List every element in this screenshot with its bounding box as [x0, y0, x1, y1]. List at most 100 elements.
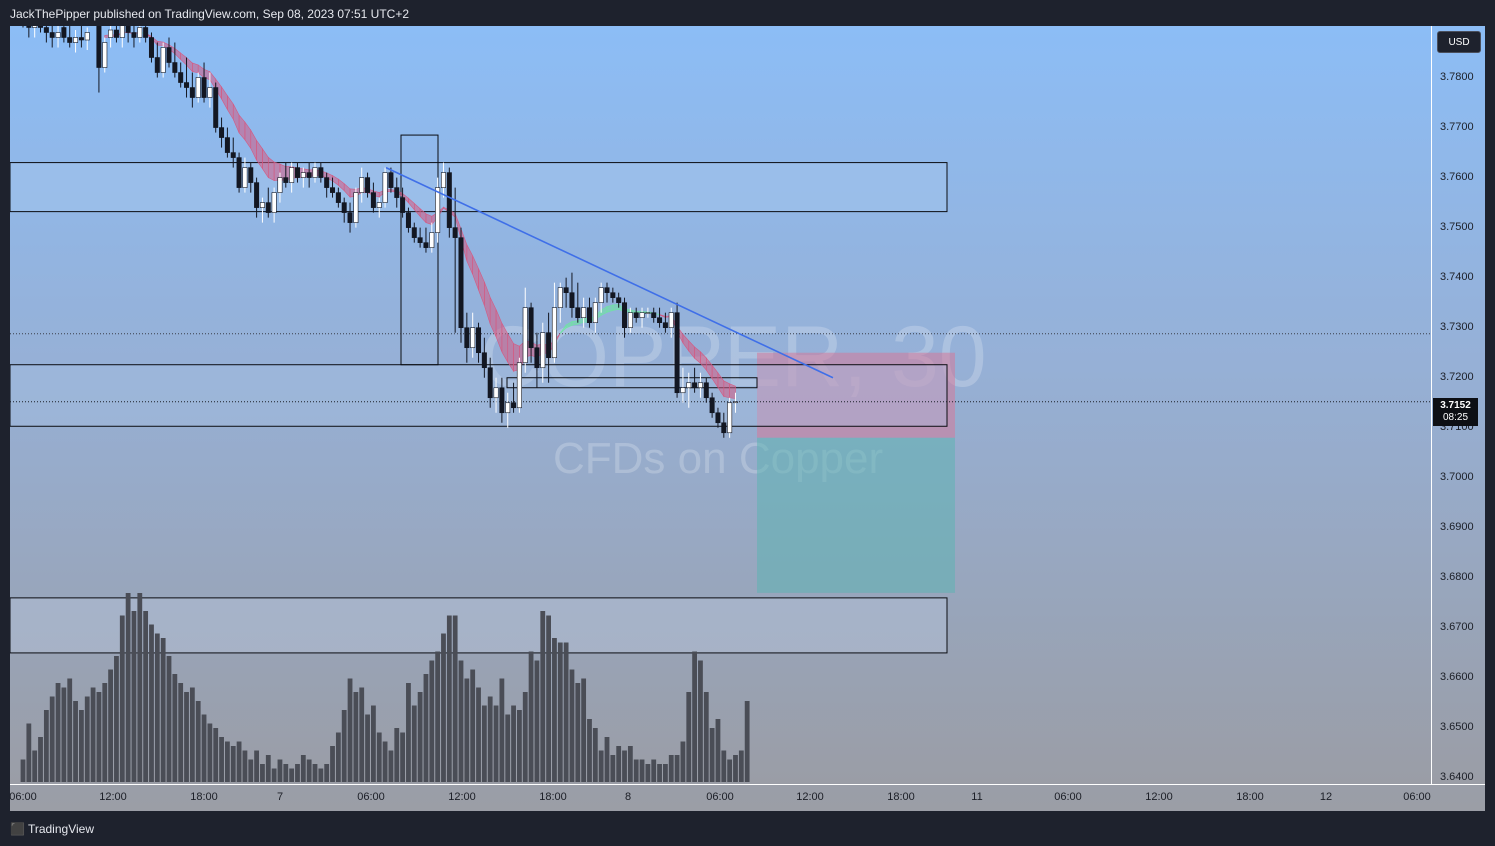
tradingview-logo[interactable]: ⬛ TradingView [10, 822, 94, 836]
volume-bar [487, 696, 493, 782]
volume-bar [131, 611, 137, 782]
candle-body [335, 192, 341, 203]
candle-body [43, 27, 49, 33]
ma-ribbon-segment [682, 333, 690, 352]
time-tick-label: 8 [624, 791, 632, 803]
volume-bar [651, 759, 657, 782]
candle-body [452, 227, 458, 238]
candle-body [516, 362, 522, 409]
candle-body [143, 27, 149, 38]
candle-body [674, 312, 680, 394]
volume-bar [154, 633, 160, 782]
impulse-highlight-box [400, 134, 439, 366]
candle-body [84, 32, 90, 41]
ma-ribbon-segment [232, 103, 240, 134]
candle-body [119, 26, 125, 38]
ma-ribbon-segment [489, 297, 497, 337]
volume-bar [569, 669, 575, 782]
volume-bar [417, 692, 423, 782]
candle-body [382, 172, 388, 203]
volume-bar [645, 764, 651, 782]
candle-body [312, 167, 318, 178]
time-tick-label: 11 [971, 791, 983, 803]
volume-bar [464, 678, 470, 782]
volume-bar [236, 741, 242, 782]
candle-body [405, 212, 411, 228]
price-chart[interactable] [10, 26, 1431, 784]
price-tick-label: 3.6500 [1440, 720, 1474, 733]
candle-body [423, 242, 429, 248]
candle-body [592, 302, 598, 323]
candle-body [575, 307, 581, 318]
candle-body [604, 287, 610, 293]
candle-body [697, 382, 703, 389]
time-tick-label: 06:00 [1403, 791, 1431, 803]
volume-bar [143, 611, 149, 782]
volume-bar [178, 683, 184, 782]
candle-body [148, 37, 154, 58]
volume-bar [517, 710, 522, 782]
candle-body [727, 402, 733, 434]
volume-bar [265, 755, 271, 782]
descending-trendline [385, 166, 834, 379]
price-tick-label: 3.7400 [1440, 270, 1474, 283]
volume-bar [114, 656, 119, 782]
volume-bar [119, 615, 125, 782]
volume-bar [627, 746, 633, 782]
candle-body [213, 87, 219, 128]
candle-body [435, 187, 441, 233]
ma-ribbon-segment [571, 320, 579, 326]
candle-body [289, 167, 295, 183]
time-axis[interactable]: 06:00 12:00 18:00 7 06:00 12:00 18:00 8 06:00 12:… [9, 784, 1485, 812]
time-tick-label: 12:00 [796, 791, 824, 803]
chart-plot-area[interactable]: COPPER, 30 CFDs on Copper [10, 26, 1431, 784]
candle-body [557, 287, 563, 308]
candle-body [721, 422, 727, 434]
volume-bar [616, 746, 622, 782]
candle-body [294, 167, 300, 178]
volume-bar [79, 710, 84, 782]
ma-ribbon-segment [577, 317, 584, 325]
ma-ribbon-segment [267, 156, 275, 182]
time-tick-label: 18:00 [1236, 791, 1264, 803]
candle-body [254, 182, 260, 208]
candle-body [645, 312, 651, 314]
price-tick-label: 3.7800 [1440, 70, 1474, 83]
time-tick-label: 12:00 [99, 791, 127, 803]
footer-brand: TradingView [27, 822, 94, 836]
candle-body [470, 327, 476, 349]
candle-body [189, 87, 195, 98]
last-price-value: 3.7152 [1440, 400, 1471, 411]
volume-bar [522, 692, 528, 782]
candle-body [131, 32, 137, 38]
volume-bar [692, 651, 697, 782]
volume-bar [575, 683, 581, 782]
candle-body [353, 192, 359, 223]
candle-body [627, 312, 633, 328]
footer: ⬛ TradingView [0, 811, 1495, 846]
price-tick-label: 3.6600 [1440, 670, 1474, 683]
candle-body [440, 172, 446, 188]
candle-body [370, 192, 376, 208]
candle-body [184, 82, 190, 88]
currency-button[interactable]: USD [1437, 31, 1481, 53]
ma-ribbon-segment [495, 309, 503, 353]
volume-bar [470, 669, 476, 782]
candle-body [207, 87, 213, 98]
volume-bar [260, 764, 265, 782]
volume-bar [96, 692, 102, 782]
volume-bar [283, 764, 289, 782]
volume-bar [324, 764, 330, 782]
candle-body [499, 387, 505, 414]
candle-body [569, 292, 575, 308]
time-tick-label: 18:00 [539, 791, 567, 803]
ma-ribbon-segment [600, 306, 608, 316]
candle-body [67, 37, 73, 43]
candle-body [388, 172, 394, 188]
price-tick-label: 3.6400 [1440, 770, 1474, 783]
right-edge [1485, 26, 1495, 784]
ma-ribbon-segment [466, 244, 473, 275]
candle-body [236, 157, 242, 188]
volume-bar [371, 705, 376, 782]
volume-bar [43, 710, 49, 782]
